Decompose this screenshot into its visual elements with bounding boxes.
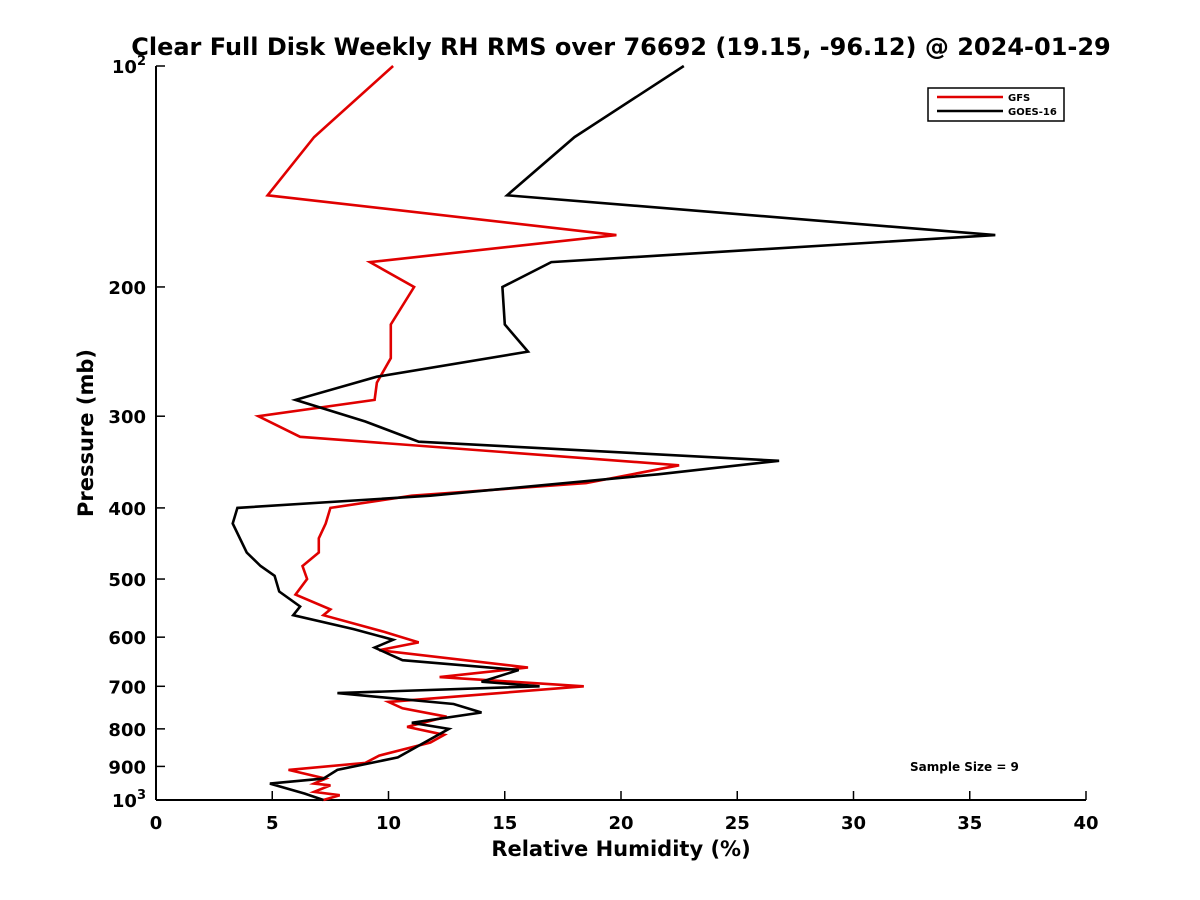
x-tick-label-40: 40 (1073, 813, 1098, 834)
x-tick-label-25: 25 (725, 813, 750, 834)
data-series (231, 64, 996, 802)
x-tick-label-5: 5 (266, 813, 279, 834)
y-tick-label-300: 300 (108, 407, 146, 428)
y-tick-label-200: 200 (108, 278, 146, 299)
y-ticks: 102 200 300 400 500 600 700 800 900 103 (108, 54, 165, 812)
y-tick-label-600: 600 (108, 628, 146, 649)
x-tick-label-0: 0 (150, 813, 163, 834)
legend-box (927, 87, 1065, 122)
x-tick-label-10: 10 (376, 813, 401, 834)
x-tick-label-20: 20 (608, 813, 633, 834)
series-line-gfs (253, 65, 680, 802)
y-tick-label-900: 900 (108, 757, 146, 778)
chart-title: Clear Full Disk Weekly RH RMS over 76692… (131, 33, 1111, 61)
x-ticks: 0 5 10 15 20 25 30 35 40 (150, 791, 1099, 834)
x-tick-label-30: 30 (841, 813, 866, 834)
y-tick-label-800: 800 (108, 720, 146, 741)
sample-size-annotation: Sample Size = 9 (910, 760, 1019, 774)
y-tick-label-100: 102 (112, 54, 146, 78)
y-tick-label-1000: 103 (112, 788, 146, 812)
legend: GFS GOES-16 (927, 87, 1065, 122)
y-tick-label-400: 400 (108, 499, 146, 520)
y-axis-label: Pressure (mb) (74, 349, 98, 517)
legend-label-goes16: GOES-16 (1008, 107, 1057, 118)
x-tick-label-35: 35 (957, 813, 982, 834)
legend-label-gfs: GFS (1008, 93, 1030, 104)
y-tick-label-700: 700 (108, 677, 146, 698)
series-line-goes16 (231, 64, 996, 802)
x-tick-label-15: 15 (492, 813, 517, 834)
x-axis-label: Relative Humidity (%) (491, 837, 750, 861)
y-tick-label-500: 500 (108, 570, 146, 591)
